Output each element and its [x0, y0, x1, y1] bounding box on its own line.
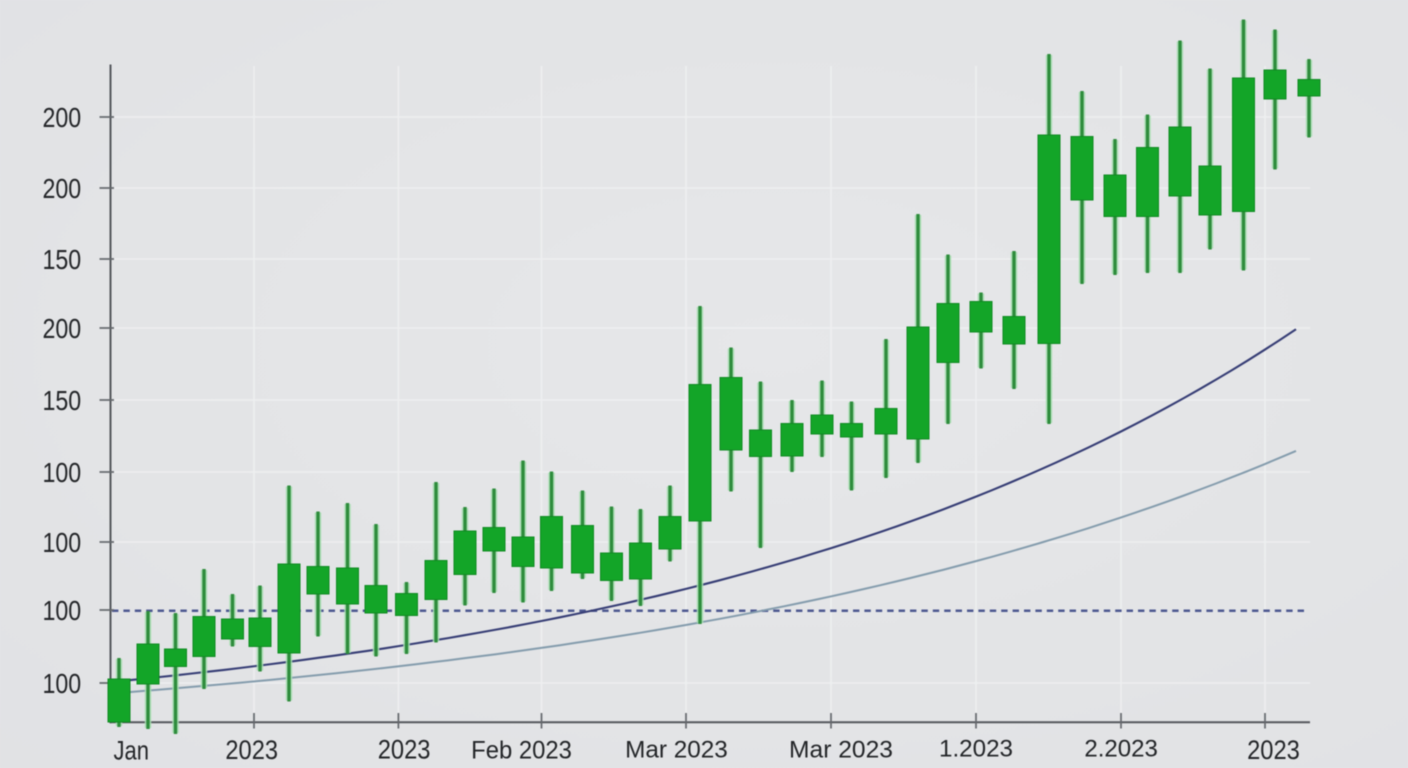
svg-text:150: 150	[43, 244, 82, 275]
svg-text:1.2023: 1.2023	[939, 736, 1013, 763]
svg-text:Jan: Jan	[114, 735, 150, 766]
svg-text:100: 100	[43, 668, 82, 699]
svg-text:Mar 2023: Mar 2023	[789, 737, 893, 764]
svg-text:2023: 2023	[225, 734, 278, 765]
svg-text:Mar 2023: Mar 2023	[625, 736, 728, 763]
svg-text:150: 150	[43, 385, 82, 416]
svg-text:100: 100	[43, 595, 82, 626]
svg-text:200: 200	[43, 313, 82, 344]
svg-text:200: 200	[43, 173, 82, 204]
svg-text:2023: 2023	[1247, 735, 1300, 765]
svg-text:2.2023: 2.2023	[1084, 736, 1158, 763]
svg-text:200: 200	[43, 102, 82, 133]
svg-text:100: 100	[43, 457, 82, 488]
svg-text:2023: 2023	[378, 734, 431, 764]
svg-text:100: 100	[43, 527, 82, 558]
svg-text:Feb 2023: Feb 2023	[471, 737, 572, 765]
